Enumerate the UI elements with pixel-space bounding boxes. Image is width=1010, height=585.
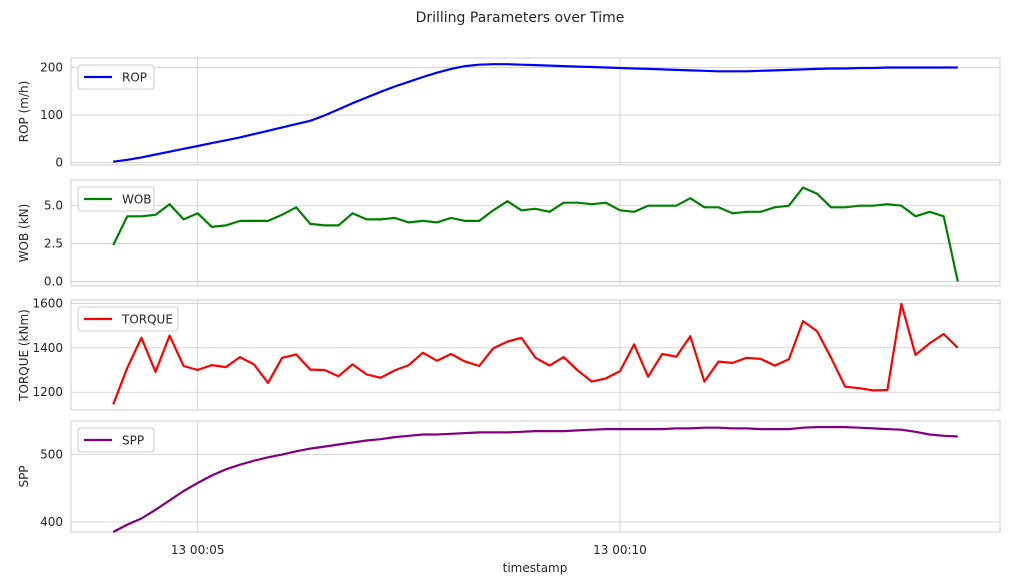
spp-plot-area — [70, 420, 1001, 533]
wob-legend: WOB — [77, 186, 155, 212]
wob-legend-label: WOB — [122, 193, 152, 207]
x-axis-label: timestamp — [503, 561, 568, 575]
spp-legend-label: SPP — [122, 434, 144, 448]
wob-y-tick-label: 5.0 — [44, 199, 63, 213]
x-tick-label: 13 00:10 — [593, 543, 647, 557]
wob-legend-box — [77, 186, 155, 212]
subplots: 0 100 200 ROP (m/h) ROP 0.0 2.5 5.0 WOB (kN) WOB 1… — [17, 57, 1001, 557]
torque-legend-box — [77, 306, 179, 332]
x-tick-label: 13 00:05 — [171, 543, 225, 557]
torque-y-tick-label: 1400 — [32, 341, 63, 355]
torque-plot-area — [70, 299, 1001, 411]
panel-wob: 0.0 2.5 5.0 WOB (kN) WOB — [17, 179, 1001, 288]
rop-y-tick-label: 100 — [40, 108, 63, 122]
rop-y-axis-label: ROP (m/h) — [17, 81, 31, 143]
torque-series-line — [112, 302, 959, 405]
wob-y-tick-label: 2.5 — [44, 237, 63, 251]
spp-legend: SPP — [77, 427, 155, 453]
torque-legend: TORQUE — [77, 306, 179, 332]
wob-y-axis-label: WOB (kN) — [17, 204, 31, 263]
panel-rop: 0 100 200 ROP (m/h) ROP — [17, 57, 1001, 170]
wob-plot-area — [70, 179, 1001, 287]
torque-y-axis-label: TORQUE (kNm) — [17, 309, 31, 402]
torque-y-tick-label: 1600 — [32, 296, 63, 310]
torque-y-tick-label: 1200 — [32, 385, 63, 399]
wob-series-line — [112, 186, 959, 282]
rop-plot-area — [70, 57, 1001, 166]
rop-series-line — [113, 63, 958, 163]
spp-y-axis-label: SPP — [17, 465, 31, 487]
figure-title: Drilling Parameters over Time — [416, 10, 625, 26]
spp-y-tick-label: 500 — [40, 448, 63, 462]
panel-spp: 400 500 SPP SPP — [17, 420, 1001, 533]
rop-y-tick-label: 0 — [55, 156, 63, 170]
torque-legend-label: TORQUE — [121, 313, 173, 327]
rop-legend: ROP — [77, 64, 155, 90]
wob-y-tick-label: 0.0 — [44, 274, 63, 288]
spp-legend-box — [77, 427, 155, 453]
spp-series-line — [112, 426, 958, 533]
rop-y-tick-label: 200 — [40, 61, 63, 75]
spp-y-tick-label: 400 — [40, 515, 63, 529]
rop-legend-box — [77, 64, 155, 90]
rop-legend-label: ROP — [122, 71, 147, 85]
